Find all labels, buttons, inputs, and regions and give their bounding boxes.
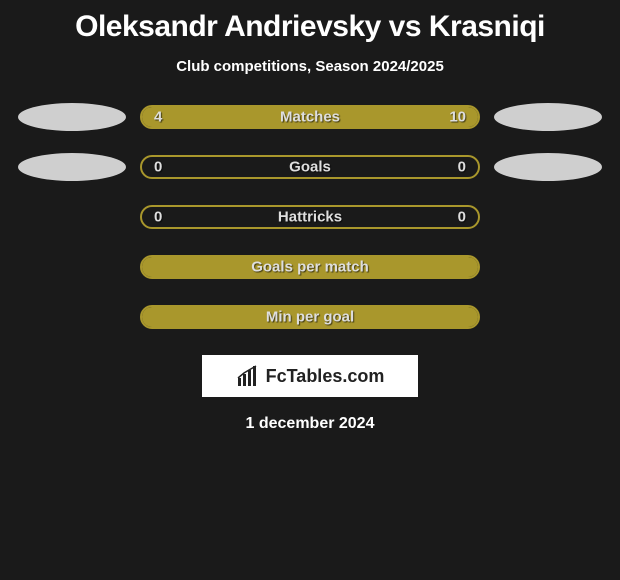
stat-row: 0 0 Goals bbox=[0, 153, 620, 181]
stat-label: Goals bbox=[289, 159, 331, 176]
ellipse-left bbox=[18, 153, 126, 181]
stat-value-left: 0 bbox=[154, 209, 162, 226]
stat-value-left: 4 bbox=[154, 109, 162, 126]
date-label: 1 december 2024 bbox=[0, 415, 620, 433]
ellipse-right bbox=[494, 103, 602, 131]
ellipse-left bbox=[18, 103, 126, 131]
watermark: FcTables.com bbox=[202, 355, 418, 397]
stat-value-right: 0 bbox=[458, 159, 466, 176]
stat-bar: 0 0 Hattricks bbox=[140, 205, 480, 229]
stat-value-right: 10 bbox=[449, 109, 466, 126]
stat-label: Min per goal bbox=[266, 309, 354, 326]
stat-row: Goals per match bbox=[0, 253, 620, 281]
ellipse-right bbox=[494, 153, 602, 181]
stat-value-left: 0 bbox=[154, 159, 162, 176]
watermark-text: FcTables.com bbox=[266, 366, 385, 387]
stat-bar: Goals per match bbox=[140, 255, 480, 279]
stat-row: 4 10 Matches bbox=[0, 103, 620, 131]
stat-row: 0 0 Hattricks bbox=[0, 203, 620, 231]
stat-label: Goals per match bbox=[251, 259, 369, 276]
stat-bar: 0 0 Goals bbox=[140, 155, 480, 179]
chart-icon bbox=[236, 364, 260, 388]
stat-bar: 4 10 Matches bbox=[140, 105, 480, 129]
stat-row: Min per goal bbox=[0, 303, 620, 331]
stat-bar: Min per goal bbox=[140, 305, 480, 329]
stat-label: Matches bbox=[280, 109, 340, 126]
page-title: Oleksandr Andrievsky vs Krasniqi bbox=[0, 0, 620, 44]
stat-value-right: 0 bbox=[458, 209, 466, 226]
subtitle: Club competitions, Season 2024/2025 bbox=[0, 58, 620, 75]
bar-fill-right bbox=[238, 107, 478, 127]
stat-label: Hattricks bbox=[278, 209, 342, 226]
